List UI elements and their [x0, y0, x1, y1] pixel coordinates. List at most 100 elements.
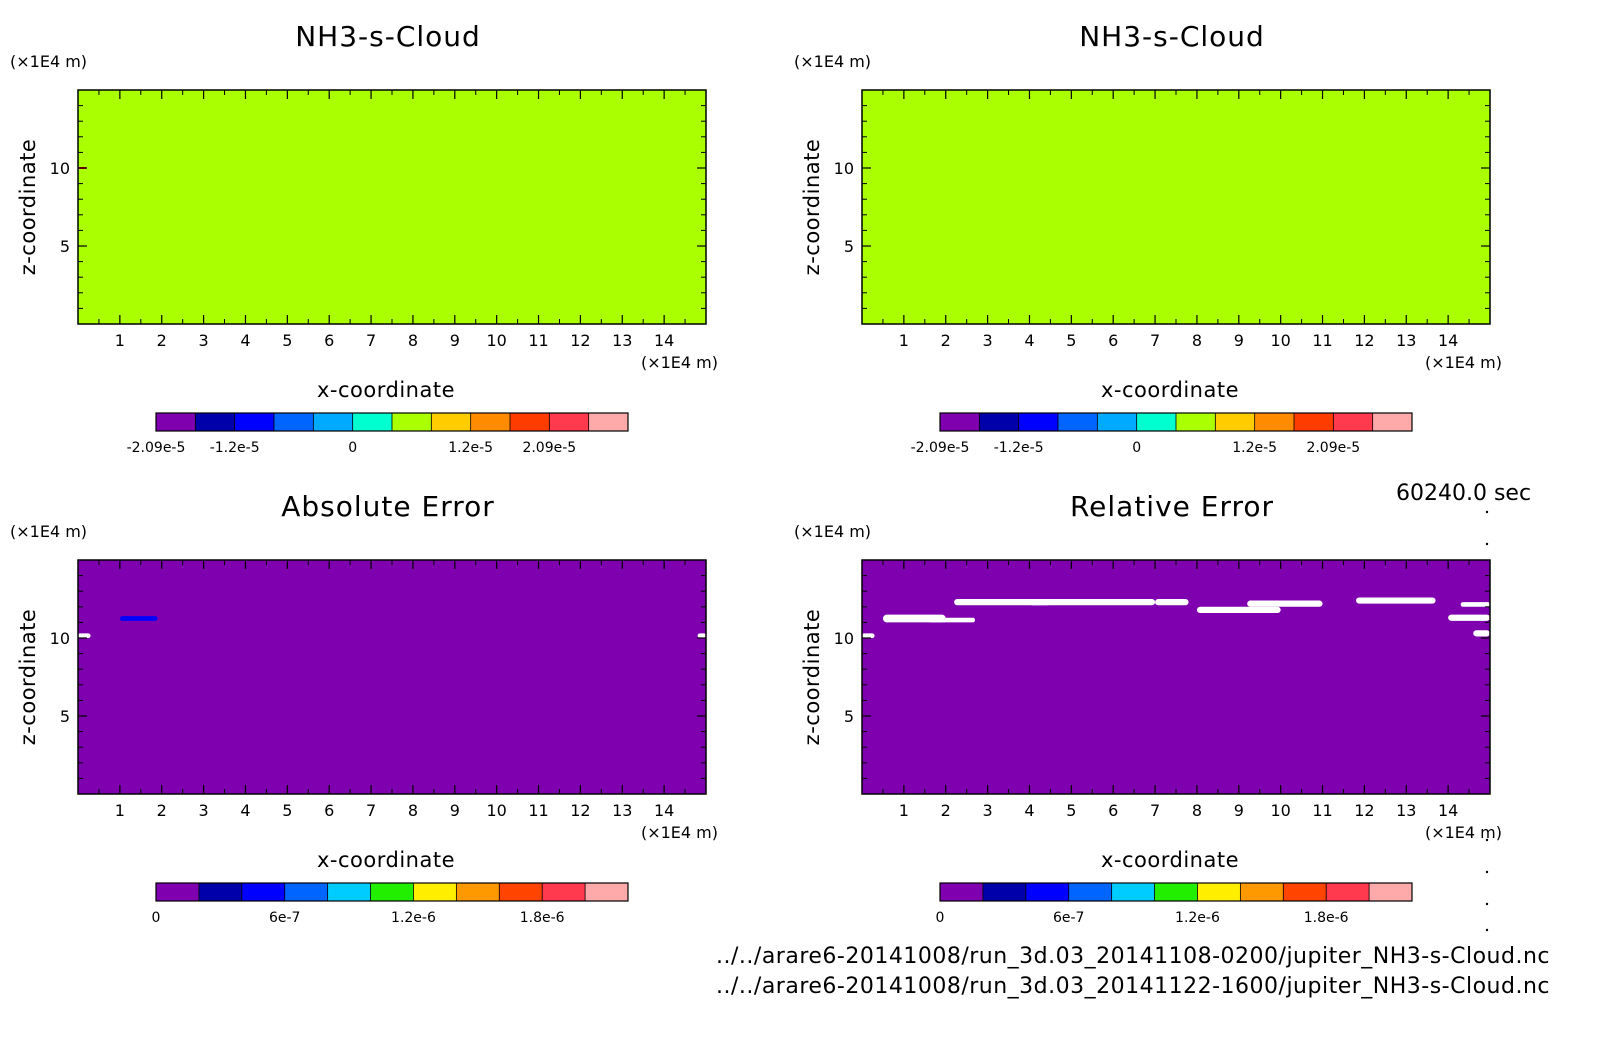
colorbar-tick-label: 2.09e-5: [522, 440, 576, 456]
y-axis-label: z-coordinate: [16, 609, 40, 746]
margin-dot: [1485, 902, 1489, 906]
x-tick-label: 13: [1396, 801, 1416, 820]
colorbar-swatch: [510, 413, 550, 431]
colorbar-swatch: [156, 413, 196, 431]
x-tick-label: 4: [1024, 801, 1034, 820]
colorbar-swatch: [156, 883, 200, 901]
y-unit-label: (×1E4 m): [10, 52, 87, 71]
colorbar-tick-label: -1.2e-5: [994, 440, 1044, 456]
x-tick-label: 5: [1066, 801, 1076, 820]
x-tick-label: 7: [366, 801, 376, 820]
x-tick-label: 9: [1234, 801, 1244, 820]
footer-file-path-2: ../../arare6-20141008/run_3d.03_20141122…: [716, 974, 1550, 999]
colorbar-swatch: [274, 413, 314, 431]
colorbar-swatch: [1372, 413, 1413, 431]
panel-title: Absolute Error: [281, 490, 495, 523]
colorbar-swatch: [585, 883, 629, 901]
colorbar-swatch: [1025, 883, 1070, 901]
x-tick-label: 2: [941, 331, 951, 350]
colorbar-swatch: [1154, 883, 1198, 901]
panel-title: NH3-s-Cloud: [295, 20, 481, 53]
field-feature-blob: [78, 633, 91, 638]
x-unit-label: (×1E4 m): [641, 353, 718, 372]
x-tick-label: 4: [1024, 331, 1034, 350]
colorbar-swatch: [1254, 413, 1295, 431]
colorbar-swatch: [1283, 883, 1327, 901]
colorbar-frame: [155, 882, 629, 902]
y-tick-label: 5: [60, 707, 70, 726]
field-feature-blob: [1029, 599, 1156, 606]
y-unit-label: (×1E4 m): [794, 52, 871, 71]
x-tick-label: 12: [570, 331, 590, 350]
colorbar-tick-label: 1.2e-6: [1175, 910, 1220, 926]
colorbar-swatch: [413, 883, 457, 901]
x-tick-label: 14: [1438, 331, 1458, 350]
field-feature-blob: [119, 616, 158, 621]
colorbar-swatch: [392, 413, 432, 431]
panel-3: Absolute Error(×1E4 m)1 2 3 4 5 6 7 8 9 10 11 12 13 1…: [10, 490, 718, 926]
colorbar-swatch: [284, 883, 329, 901]
x-unit-label: (×1E4 m): [641, 823, 718, 842]
colorbar-swatch: [1369, 883, 1413, 901]
colorbar-tick-label: -1.2e-5: [210, 440, 260, 456]
x-tick-label: 13: [612, 801, 632, 820]
colorbar-swatch: [195, 413, 236, 431]
x-tick-label: 12: [570, 801, 590, 820]
colorbar-swatch: [370, 883, 414, 901]
colorbar-tick-label: 1.8e-6: [1304, 910, 1349, 926]
x-tick-label: 8: [1192, 801, 1202, 820]
colorbar-swatch: [1294, 413, 1334, 431]
colorbar-tick-label: 0: [152, 910, 161, 926]
y-axis-label: z-coordinate: [800, 609, 824, 746]
field-background: [862, 90, 1490, 324]
x-tick-label: 10: [486, 801, 506, 820]
colorbar-swatch: [431, 413, 472, 431]
y-tick-label: 10: [834, 159, 854, 178]
colorbar-swatch: [1136, 413, 1177, 431]
x-tick-label: 14: [654, 801, 674, 820]
colorbar-swatch: [1176, 413, 1216, 431]
field-background: [78, 90, 706, 324]
panel-title: NH3-s-Cloud: [1079, 20, 1265, 53]
colorbar-swatch: [1240, 883, 1284, 901]
x-tick-label: 3: [199, 331, 209, 350]
y-tick-label: 5: [60, 237, 70, 256]
x-axis-label: x-coordinate: [317, 378, 455, 402]
colorbar-swatch: [313, 413, 354, 431]
x-tick-label: 8: [408, 331, 418, 350]
colorbar-tick-label: -2.09e-5: [127, 440, 186, 456]
colorbar-swatch: [1111, 883, 1156, 901]
x-tick-label: 13: [612, 331, 632, 350]
margin-dot: [1485, 870, 1489, 874]
colorbar-swatch: [241, 883, 286, 901]
colorbar-tick-label: 2.09e-5: [1306, 440, 1360, 456]
x-tick-label: 5: [1066, 331, 1076, 350]
x-tick-label: 8: [408, 801, 418, 820]
colorbar-swatch: [470, 413, 511, 431]
x-tick-label: 3: [983, 331, 993, 350]
x-tick-label: 10: [1270, 801, 1290, 820]
x-tick-label: 1: [115, 801, 125, 820]
x-tick-label: 7: [366, 331, 376, 350]
x-tick-label: 14: [654, 331, 674, 350]
margin-dot: [1485, 928, 1489, 932]
x-tick-label: 10: [486, 331, 506, 350]
x-axis-label: x-coordinate: [317, 848, 455, 872]
x-unit-label: (×1E4 m): [1425, 823, 1502, 842]
panel-title: Relative Error: [1070, 490, 1274, 523]
field-feature-blob: [1356, 597, 1436, 604]
y-axis-label: z-coordinate: [16, 139, 40, 276]
colorbar-swatch: [327, 883, 372, 901]
field-background: [862, 560, 1490, 794]
x-tick-label: 11: [528, 801, 548, 820]
x-tick-label: 14: [1438, 801, 1458, 820]
footer-file-path-1: ../../arare6-20141008/run_3d.03_20141108…: [716, 944, 1550, 969]
field-feature-blob: [1448, 614, 1490, 621]
y-tick-label: 10: [50, 159, 70, 178]
colorbar-swatch: [1333, 413, 1374, 431]
x-tick-label: 6: [324, 801, 334, 820]
field-feature-blob: [1196, 606, 1281, 614]
colorbar-swatch: [1326, 883, 1370, 901]
field-feature-blob: [862, 633, 875, 638]
colorbar-tick-label: 1.8e-6: [520, 910, 565, 926]
